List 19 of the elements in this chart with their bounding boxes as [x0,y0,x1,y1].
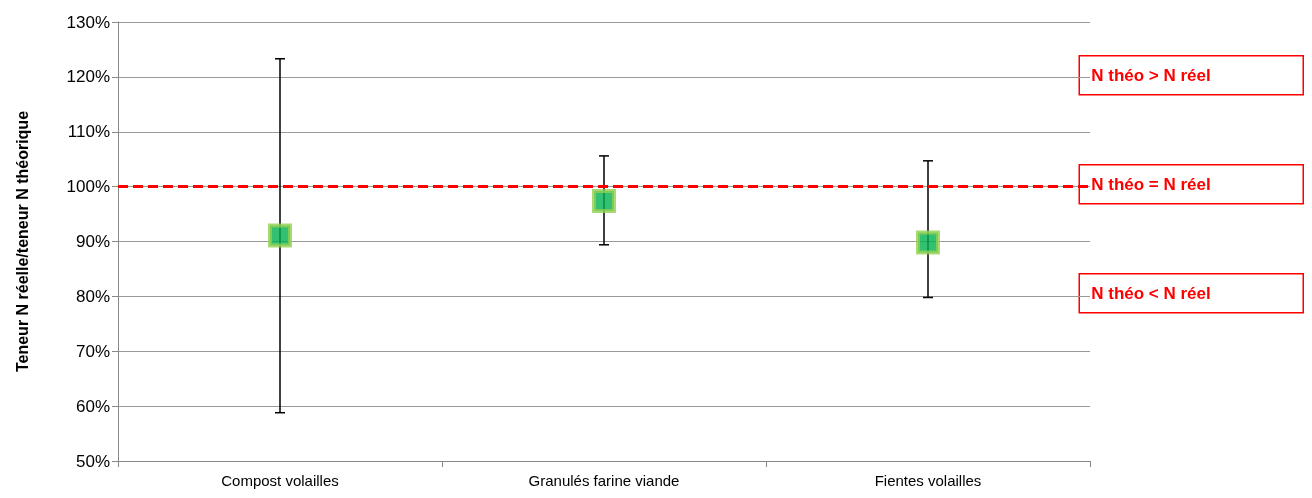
y-tick-label: 70% [75,341,110,361]
point [592,188,616,213]
point [268,223,292,248]
x-tick-label: Compost volailles [221,472,339,489]
point [916,230,940,255]
y-tick-label: 90% [75,232,110,251]
x-tick-label: Fientes volailles [874,472,982,489]
y-tick-label: 120% [66,67,110,87]
y-tick-label: 110% [67,122,110,142]
text: N théo < N réel [1091,283,1211,303]
y-tick-label: 60% [75,396,110,416]
y-tick-label: 80% [75,286,110,306]
y-tick-label: 50% [75,451,110,471]
text: N théo = N réel [1091,174,1211,194]
text: N théo > N réel [1091,65,1211,85]
x-tick-label: Granulés farine viande [528,472,680,489]
y-tick-label: 130% [66,12,110,32]
y-tick-label: 100% [66,177,110,197]
y-axis-title: Teneur N réelle/teneur N théorique [13,110,31,373]
